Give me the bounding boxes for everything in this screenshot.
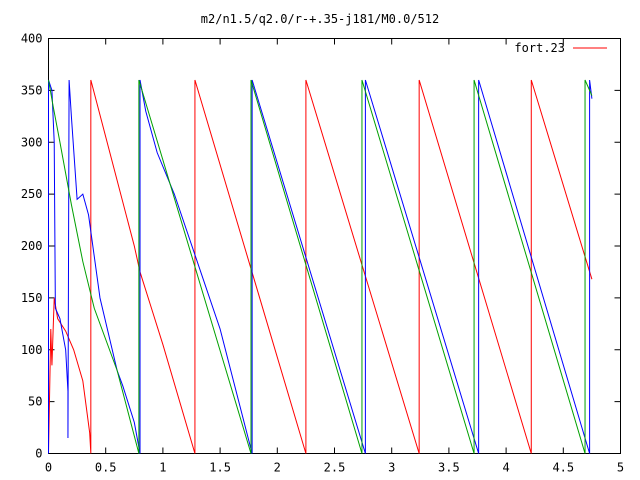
x-tick-label: 0 — [45, 461, 52, 475]
axis-ticks: 0 0.5 1 1.5 2 2.5 3 3.5 4 4.5 50501001502002503003… — [21, 32, 624, 475]
y-tick-label: 400 — [21, 32, 43, 46]
y-tick-label: 100 — [21, 343, 43, 357]
series-line-3 — [48, 79, 593, 454]
y-tick-label: 200 — [21, 239, 43, 253]
x-tick-label: 1 — [159, 461, 166, 475]
y-tick-label: 350 — [21, 83, 43, 97]
x-tick-label: 2 — [274, 461, 281, 475]
x-tick-label: 2.5 — [324, 461, 346, 475]
chart-title: m2/n1.5/q2.0/r-+.35-j181/M0.0/512 — [201, 12, 439, 26]
y-tick-label: 300 — [21, 135, 43, 149]
x-tick-label: 1.5 — [209, 461, 231, 475]
x-tick-label: 4.5 — [552, 461, 574, 475]
legend: fort.23 — [514, 41, 607, 55]
legend-label: fort.23 — [514, 41, 565, 55]
series-line-2 — [48, 79, 593, 454]
x-tick-label: 3 — [388, 461, 395, 475]
x-tick-label: 5 — [617, 461, 624, 475]
y-tick-label: 250 — [21, 187, 43, 201]
y-tick-label: 50 — [28, 395, 42, 409]
y-tick-label: 150 — [21, 291, 43, 305]
series-line-1 — [48, 79, 593, 454]
x-tick-label: 0.5 — [95, 461, 117, 475]
y-tick-label: 0 — [35, 447, 42, 461]
x-tick-label: 3.5 — [438, 461, 460, 475]
x-tick-label: 4 — [502, 461, 509, 475]
data-series — [48, 79, 593, 454]
